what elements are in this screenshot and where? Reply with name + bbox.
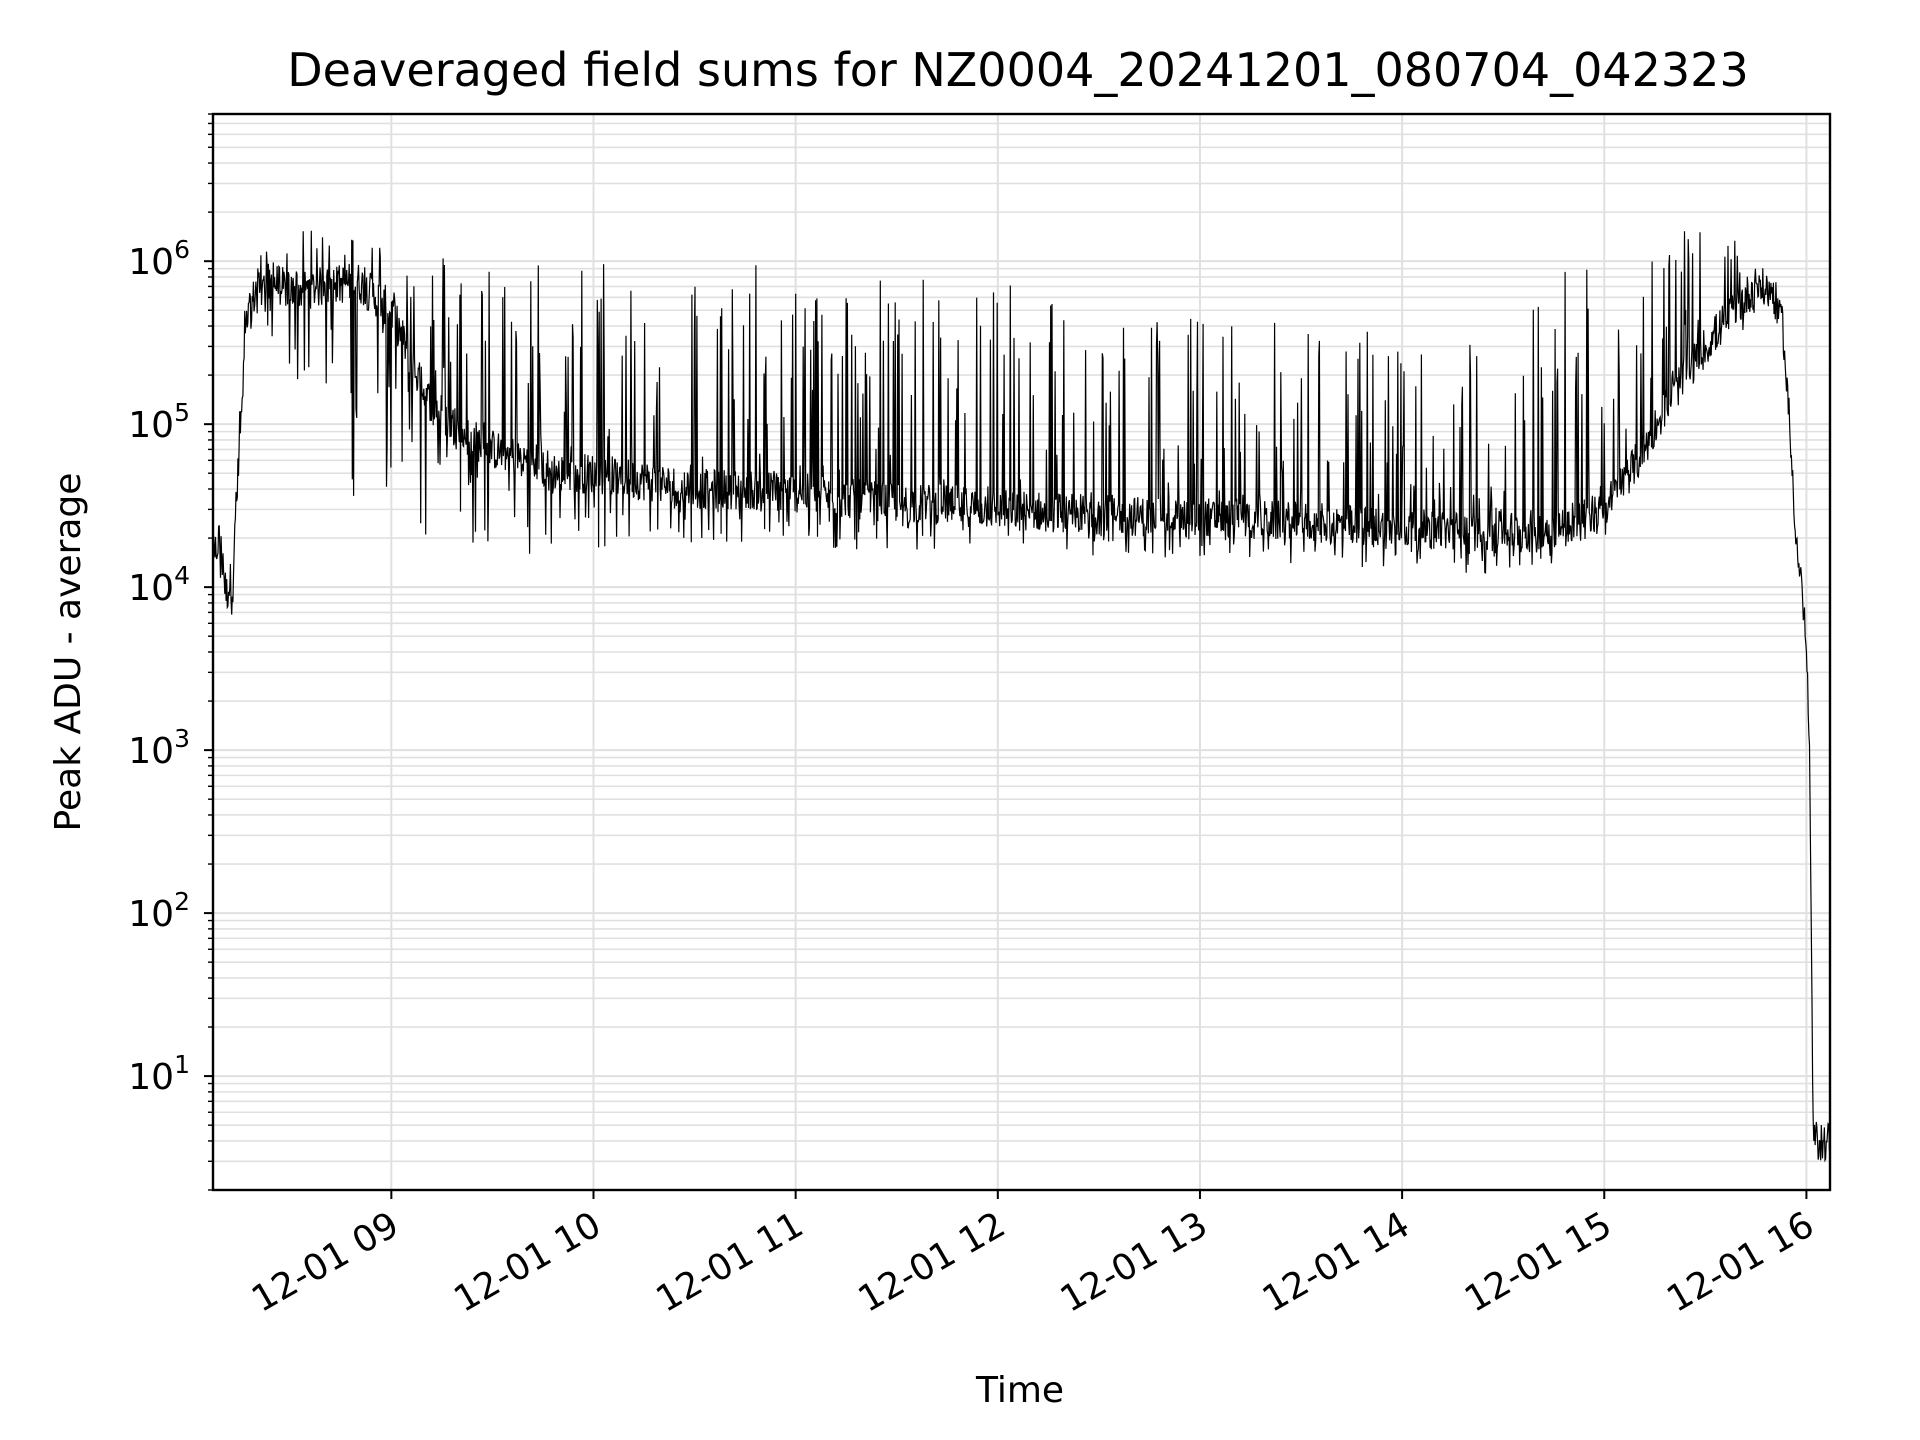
y-tick-base: 10 bbox=[128, 894, 174, 935]
y-tick-exponent: 3 bbox=[174, 724, 190, 753]
y-tick-exponent: 1 bbox=[174, 1050, 190, 1079]
series-line bbox=[212, 230, 1831, 1163]
y-tick-base: 10 bbox=[128, 405, 174, 446]
grid bbox=[213, 113, 1830, 1191]
y-tick-base: 10 bbox=[128, 242, 174, 283]
y-tick-base: 10 bbox=[128, 1057, 174, 1098]
y-tick-exponent: 4 bbox=[174, 561, 190, 590]
y-tick-exponent: 6 bbox=[174, 235, 190, 264]
y-tick-label: 103 bbox=[128, 724, 190, 772]
y-tick-base: 10 bbox=[128, 731, 174, 772]
y-tick-label: 105 bbox=[128, 398, 190, 446]
y-tick-label: 106 bbox=[128, 235, 190, 283]
y-tick-base: 10 bbox=[128, 568, 174, 609]
x-axis-label: Time bbox=[975, 1370, 1064, 1411]
y-tick-label: 104 bbox=[128, 561, 190, 609]
chart-title: Deaveraged field sums for NZ0004_2024120… bbox=[287, 43, 1748, 97]
data-layer bbox=[212, 230, 1831, 1163]
y-tick-exponent: 2 bbox=[174, 887, 190, 916]
y-tick-label: 101 bbox=[128, 1050, 190, 1098]
y-axis-label: Peak ADU - average bbox=[48, 473, 89, 832]
y-tick-exponent: 5 bbox=[174, 398, 190, 427]
y-tick-label: 102 bbox=[128, 887, 190, 935]
